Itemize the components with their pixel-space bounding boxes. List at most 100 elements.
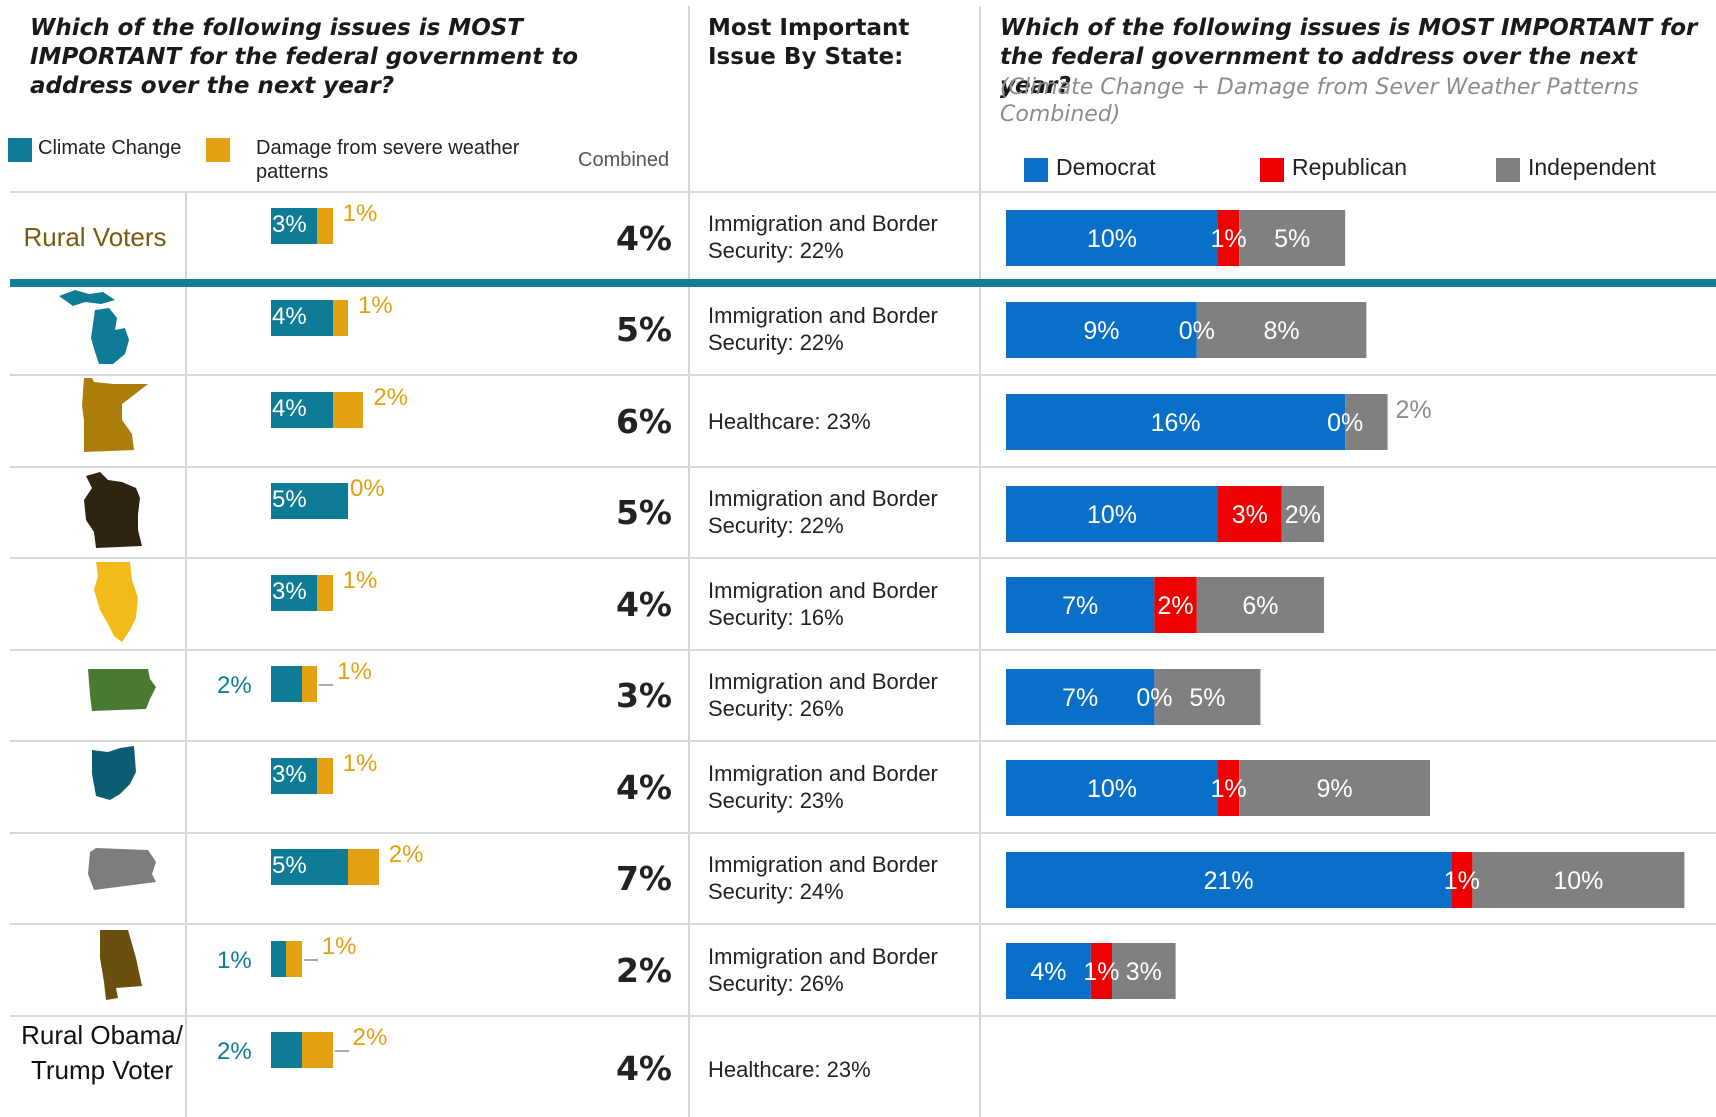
- combined-value: 5%: [615, 493, 672, 532]
- most-important-issue: Immigration and Border Security: 23%: [708, 761, 938, 813]
- legend-democrat-label: Democrat: [1056, 154, 1156, 180]
- damage-value-label: 2%: [352, 1024, 388, 1051]
- damage-bar: [317, 758, 333, 794]
- democrat-value-label: 4%: [1030, 958, 1066, 986]
- democrat-bar: [1006, 210, 1218, 266]
- independent-bar: [1472, 852, 1685, 908]
- independent-bar: [1196, 577, 1324, 633]
- header-bottom-line: [10, 191, 1716, 193]
- damage-bar: [332, 392, 364, 428]
- ohio-map-icon: [92, 746, 136, 800]
- democrat-bar: [1006, 486, 1218, 542]
- republican-bar: [1154, 577, 1197, 633]
- damage-bar: [332, 300, 348, 336]
- climate-value-label: 2%: [217, 1038, 252, 1065]
- republican-value-label: 1%: [1211, 775, 1247, 803]
- row-line: [10, 832, 1716, 834]
- climate-bar: [271, 941, 287, 977]
- damage-value-label: 2%: [388, 841, 424, 868]
- independent-value-label: 6%: [1242, 592, 1278, 620]
- left-stacked-bar-chart: 3% 1% 4% 1% 4% 2% 5% 0% 3% 1% 2% 1% 3% 1% 5% 2% 1% 1% 2% 2%: [0, 0, 688, 1117]
- column-divider-middle: [688, 6, 690, 1117]
- combined-value: 4%: [615, 768, 672, 807]
- climate-value-label: 3%: [272, 761, 307, 788]
- republican-value-label: 3%: [1232, 501, 1268, 529]
- most-important-issue: Immigration and Border Security: 26%: [708, 669, 938, 721]
- rural-divider-bar: [10, 279, 1716, 287]
- damage-bar: [317, 575, 333, 611]
- independent-value-label: 5%: [1189, 684, 1225, 712]
- democrat-value-label: 9%: [1083, 317, 1119, 345]
- republican-value-label: 1%: [1211, 225, 1247, 253]
- democrat-bar: [1006, 943, 1091, 999]
- legend-independent-label: Independent: [1528, 154, 1656, 180]
- republican-bar: [1218, 760, 1240, 816]
- row-line: [10, 923, 1716, 925]
- column-divider-right: [979, 6, 981, 1117]
- climate-value-label: 5%: [272, 486, 307, 513]
- right-chart-subtitle: (Climate Change + Damage from Sever Weat…: [1000, 75, 1639, 127]
- democrat-value-label: 7%: [1062, 592, 1098, 620]
- minnesota-map-icon: [82, 378, 148, 452]
- damage-bar: [301, 666, 318, 702]
- democrat-bar: [1006, 669, 1155, 725]
- independent-value-label: 10%: [1553, 867, 1603, 895]
- republican-bar: [1451, 852, 1473, 908]
- most-important-issue: Immigration and Border Security: 22%: [708, 486, 938, 538]
- legend-democrat-swatch: [1024, 158, 1048, 182]
- independent-value-label: 5%: [1274, 225, 1310, 253]
- legend-climate-swatch: [8, 138, 32, 162]
- democrat-bar: [1006, 577, 1155, 633]
- independent-value-label: 8%: [1264, 317, 1300, 345]
- democrat-bar: [1006, 302, 1197, 358]
- republican-value-label: 2%: [1158, 592, 1194, 620]
- most-important-issue: Immigration and Border Security: 16%: [708, 578, 938, 630]
- climate-bar: [271, 666, 302, 702]
- climate-bar: [271, 758, 318, 794]
- independent-bar: [1154, 669, 1261, 725]
- pennsylvania-map-icon: [88, 848, 156, 890]
- climate-bar: [271, 208, 318, 244]
- independent-bar: [1196, 302, 1367, 358]
- most-important-issue: Immigration and Border Security: 22%: [708, 303, 938, 355]
- democrat-value-label: 21%: [1204, 867, 1254, 895]
- iowa-map-icon: [88, 669, 156, 711]
- combined-value: 4%: [615, 1049, 672, 1088]
- row-line: [10, 557, 1716, 559]
- independent-bar: [1281, 486, 1324, 542]
- combined-value: 4%: [615, 585, 672, 624]
- independent-value-label: 2%: [1396, 396, 1432, 424]
- leader-line: [319, 684, 334, 686]
- damage-value-label: 1%: [342, 750, 378, 777]
- legend-damage-swatch: [206, 138, 230, 162]
- row-line: [10, 374, 1716, 376]
- damage-value-label: 1%: [321, 933, 357, 960]
- republican-value-label: 0%: [1179, 317, 1215, 345]
- wisconsin-map-icon: [84, 472, 142, 548]
- climate-bar: [271, 300, 333, 336]
- independent-bar: [1239, 210, 1346, 266]
- climate-value-label: 3%: [272, 211, 307, 238]
- row-line: [10, 649, 1716, 651]
- legend-climate-label: Climate Change: [38, 137, 182, 159]
- climate-bar: [271, 849, 348, 885]
- combined-value: 4%: [615, 219, 672, 258]
- alabama-map-icon: [100, 930, 142, 1000]
- damage-bar: [317, 208, 333, 244]
- republican-value-label: 0%: [1327, 409, 1363, 437]
- climate-bar: [271, 483, 348, 519]
- rural-obama-trump-label: Rural Obama/ Trump Voter: [21, 1020, 183, 1085]
- middle-column-title: Most Important Issue By State:: [708, 15, 910, 70]
- damage-bar: [301, 1032, 333, 1068]
- damage-value-label: 1%: [337, 658, 372, 685]
- climate-value-label: 2%: [217, 672, 252, 699]
- row-line: [10, 740, 1716, 742]
- democrat-value-label: 7%: [1062, 684, 1098, 712]
- independent-bar: [1239, 760, 1430, 816]
- most-important-issue: Healthcare: 23%: [708, 1057, 871, 1082]
- legend-damage-label: Damage from severe weather patterns: [256, 137, 520, 183]
- combined-value: 6%: [615, 402, 672, 441]
- damage-value-label: 2%: [373, 384, 409, 411]
- illinois-map-icon: [94, 562, 138, 642]
